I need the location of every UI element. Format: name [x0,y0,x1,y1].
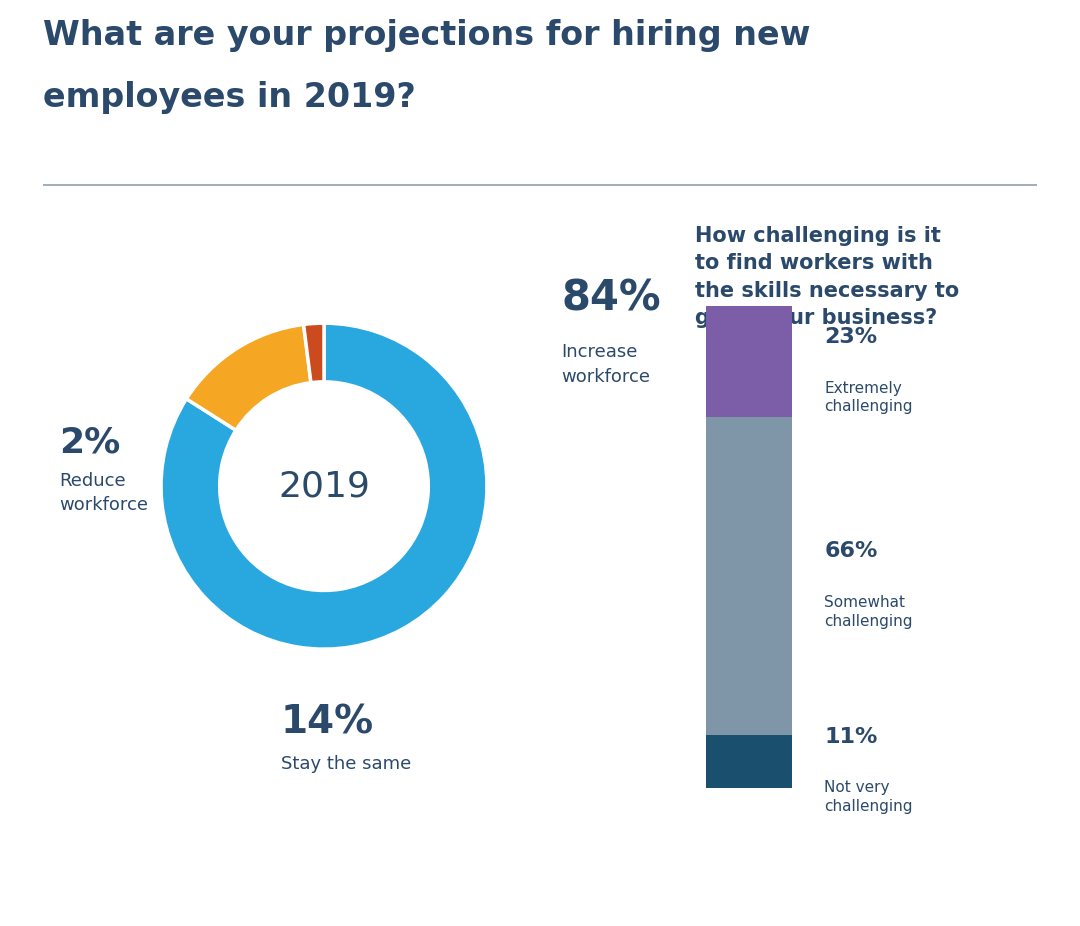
Text: 2019: 2019 [278,469,370,503]
Text: 84%: 84% [562,278,661,319]
Bar [705,734,792,788]
Text: What are your projections for hiring new: What are your projections for hiring new [43,19,811,52]
Text: Not very
challenging: Not very challenging [824,781,913,814]
Text: 66%: 66% [824,542,878,561]
Wedge shape [303,323,324,382]
Text: Somewhat
challenging: Somewhat challenging [824,595,913,629]
Text: Increase
workforce: Increase workforce [562,343,650,385]
Bar [705,417,792,734]
Bar [705,307,792,417]
Text: 2%: 2% [59,426,121,460]
Wedge shape [187,324,311,431]
Text: 11%: 11% [824,727,878,746]
Wedge shape [161,323,487,649]
Text: Stay the same: Stay the same [281,755,411,772]
Text: How challenging is it
to find workers with
the skills necessary to
grow your bus: How challenging is it to find workers wi… [694,226,959,328]
Text: 14%: 14% [281,704,374,742]
Text: 23%: 23% [824,327,878,347]
Text: employees in 2019?: employees in 2019? [43,81,416,114]
Text: Extremely
challenging: Extremely challenging [824,381,913,415]
Text: Reduce
workforce: Reduce workforce [59,472,148,514]
